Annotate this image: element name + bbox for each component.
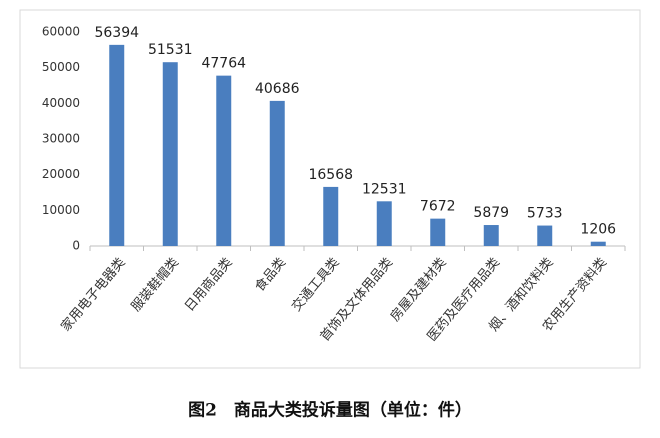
data-label: 56394 bbox=[94, 25, 139, 41]
x-tick-label: 房屋及建材类 bbox=[387, 255, 449, 325]
data-label: 40686 bbox=[255, 81, 300, 97]
bar bbox=[216, 75, 232, 247]
data-label: 51531 bbox=[148, 42, 193, 58]
data-label: 1206 bbox=[580, 222, 616, 238]
data-label: 5879 bbox=[473, 205, 509, 221]
bar bbox=[430, 218, 446, 246]
data-label: 7672 bbox=[420, 199, 456, 215]
y-tick-label: 30000 bbox=[42, 132, 80, 146]
y-tick-label: 20000 bbox=[42, 167, 80, 181]
y-tick-label: 10000 bbox=[42, 203, 80, 217]
data-label: 5733 bbox=[527, 206, 563, 222]
bar bbox=[483, 225, 499, 246]
data-label: 16568 bbox=[308, 167, 353, 183]
x-tick-label: 家用电子电器类 bbox=[58, 255, 129, 335]
bar bbox=[162, 62, 178, 246]
y-tick-label: 60000 bbox=[42, 25, 80, 39]
x-tick-label: 日用商品类 bbox=[182, 255, 235, 314]
bar bbox=[269, 100, 285, 246]
y-tick-label: 0 bbox=[72, 239, 80, 253]
bar bbox=[590, 241, 606, 246]
data-label: 47764 bbox=[201, 56, 246, 72]
x-tick-label: 交通工具类 bbox=[288, 255, 342, 315]
chart-title: 图2 商品大类投诉量图（单位：件） bbox=[188, 400, 472, 421]
bar bbox=[376, 201, 392, 246]
chart-frame bbox=[19, 9, 641, 369]
data-label: 12531 bbox=[362, 181, 407, 197]
bar bbox=[323, 186, 339, 246]
bar bbox=[537, 225, 553, 246]
y-tick-label: 40000 bbox=[42, 96, 80, 110]
y-tick-label: 50000 bbox=[42, 60, 80, 74]
x-tick-label: 服装鞋帽类 bbox=[128, 255, 182, 315]
bar bbox=[109, 44, 125, 246]
x-tick-label: 食品类 bbox=[252, 255, 289, 295]
